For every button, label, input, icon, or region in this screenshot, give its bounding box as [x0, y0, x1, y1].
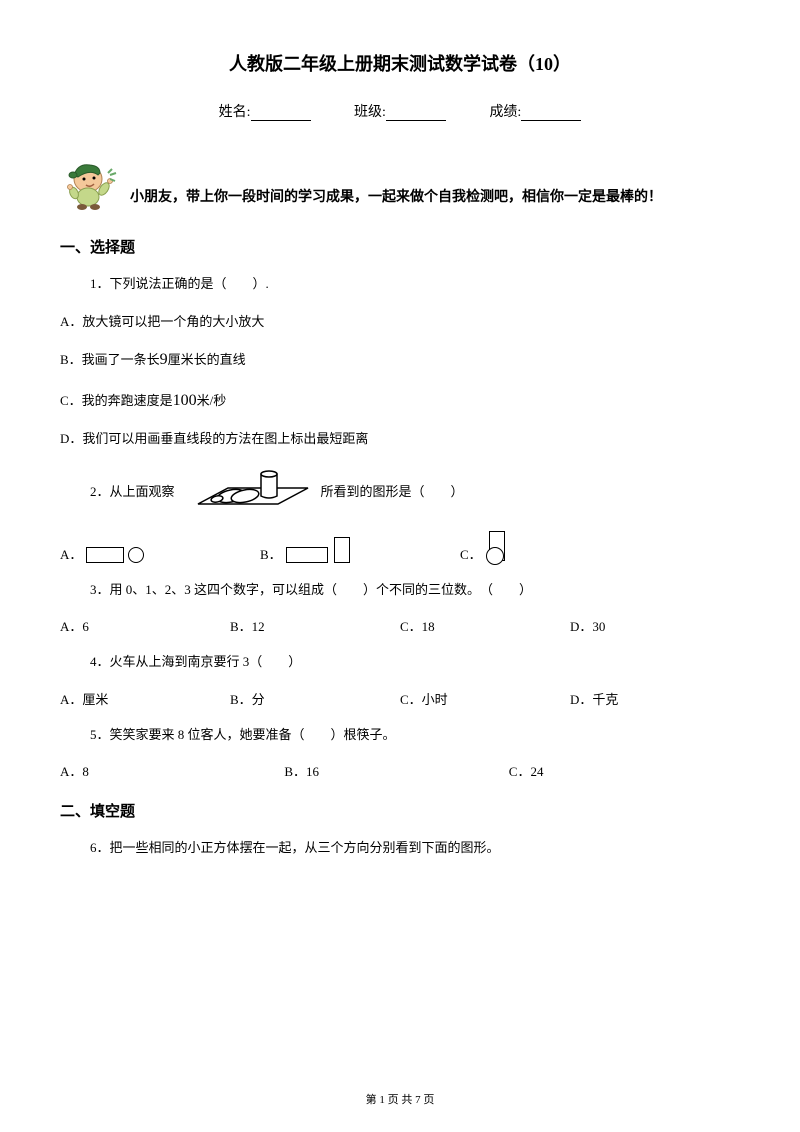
circle-shape-icon — [128, 547, 144, 563]
q3-opt-d: D．30 — [570, 616, 740, 635]
q4-text: 4．火车从上海到南京要行 3（ ） — [90, 650, 740, 673]
name-blank[interactable] — [251, 107, 311, 121]
circle-shape-icon — [486, 547, 504, 565]
q5-options: A．8 B．16 C．24 — [60, 761, 740, 780]
q3-options: A．6 B．12 C．18 D．30 — [60, 616, 740, 635]
header-fields: 姓名: 班级: 成绩: — [60, 101, 740, 121]
q5-opt-a: A．8 — [60, 761, 284, 780]
q3-opt-b: B．12 — [230, 616, 400, 635]
class-blank[interactable] — [386, 107, 446, 121]
score-label: 成绩: — [489, 105, 521, 120]
q2-scene-icon — [183, 466, 313, 516]
page-title: 人教版二年级上册期末测试数学试卷（10） — [60, 50, 740, 76]
section-1-header: 一、选择题 — [60, 236, 740, 257]
class-label: 班级: — [354, 105, 386, 120]
q5-opt-b: B．16 — [284, 761, 508, 780]
q1-text: 1．下列说法正确的是（ ）. — [90, 272, 740, 295]
q5-text: 5．笑笑家要来 8 位客人，她要准备（ ）根筷子。 — [90, 723, 740, 746]
q4-opt-a: A．厘米 — [60, 689, 230, 708]
q5-opt-c: C．24 — [509, 761, 733, 780]
q1-opt-b: B．我画了一条长9厘米长的直线 — [60, 346, 740, 375]
rect-shape-icon — [286, 547, 328, 563]
page-footer: 第 1 页 共 7 页 — [0, 1091, 800, 1107]
square-shape-icon — [334, 537, 350, 563]
name-label: 姓名: — [219, 105, 251, 120]
q4-opt-b: B．分 — [230, 689, 400, 708]
q1-opt-d: D．我们可以用画垂直线段的方法在图上标出最短距离 — [60, 427, 740, 450]
score-blank[interactable] — [521, 107, 581, 121]
q2-text: 2．从上面观察 所看到的图形是（ ） — [90, 466, 740, 516]
q2-opt-b-label: B． — [260, 544, 282, 563]
q2-opt-c-label: C． — [460, 544, 482, 563]
q4-opt-d: D．千克 — [570, 689, 740, 708]
mascot-icon — [60, 151, 120, 211]
section-2-header: 二、填空题 — [60, 800, 740, 821]
q3-text: 3．用 0、1、2、3 这四个数字，可以组成（ ）个不同的三位数。 （ ） — [90, 578, 740, 601]
q4-opt-c: C．小时 — [400, 689, 570, 708]
q3-opt-a: A．6 — [60, 616, 230, 635]
q2-options: A． B． C． — [60, 531, 740, 563]
rect-shape-icon — [86, 547, 124, 563]
q4-options: A．厘米 B．分 C．小时 D．千克 — [60, 689, 740, 708]
intro-text: 小朋友，带上你一段时间的学习成果，一起来做个自我检测吧，相信你一定是最棒的！ — [130, 186, 662, 211]
q3-opt-c: C．18 — [400, 616, 570, 635]
intro-row: 小朋友，带上你一段时间的学习成果，一起来做个自我检测吧，相信你一定是最棒的！ — [60, 151, 740, 211]
q2-opt-a-label: A． — [60, 544, 82, 563]
q1-opt-c: C．我的奔跑速度是100米/秒 — [60, 387, 740, 416]
q6-text: 6．把一些相同的小正方体摆在一起，从三个方向分别看到下面的图形。 — [90, 836, 740, 859]
q1-opt-a: A．放大镜可以把一个角的大小放大 — [60, 310, 740, 333]
